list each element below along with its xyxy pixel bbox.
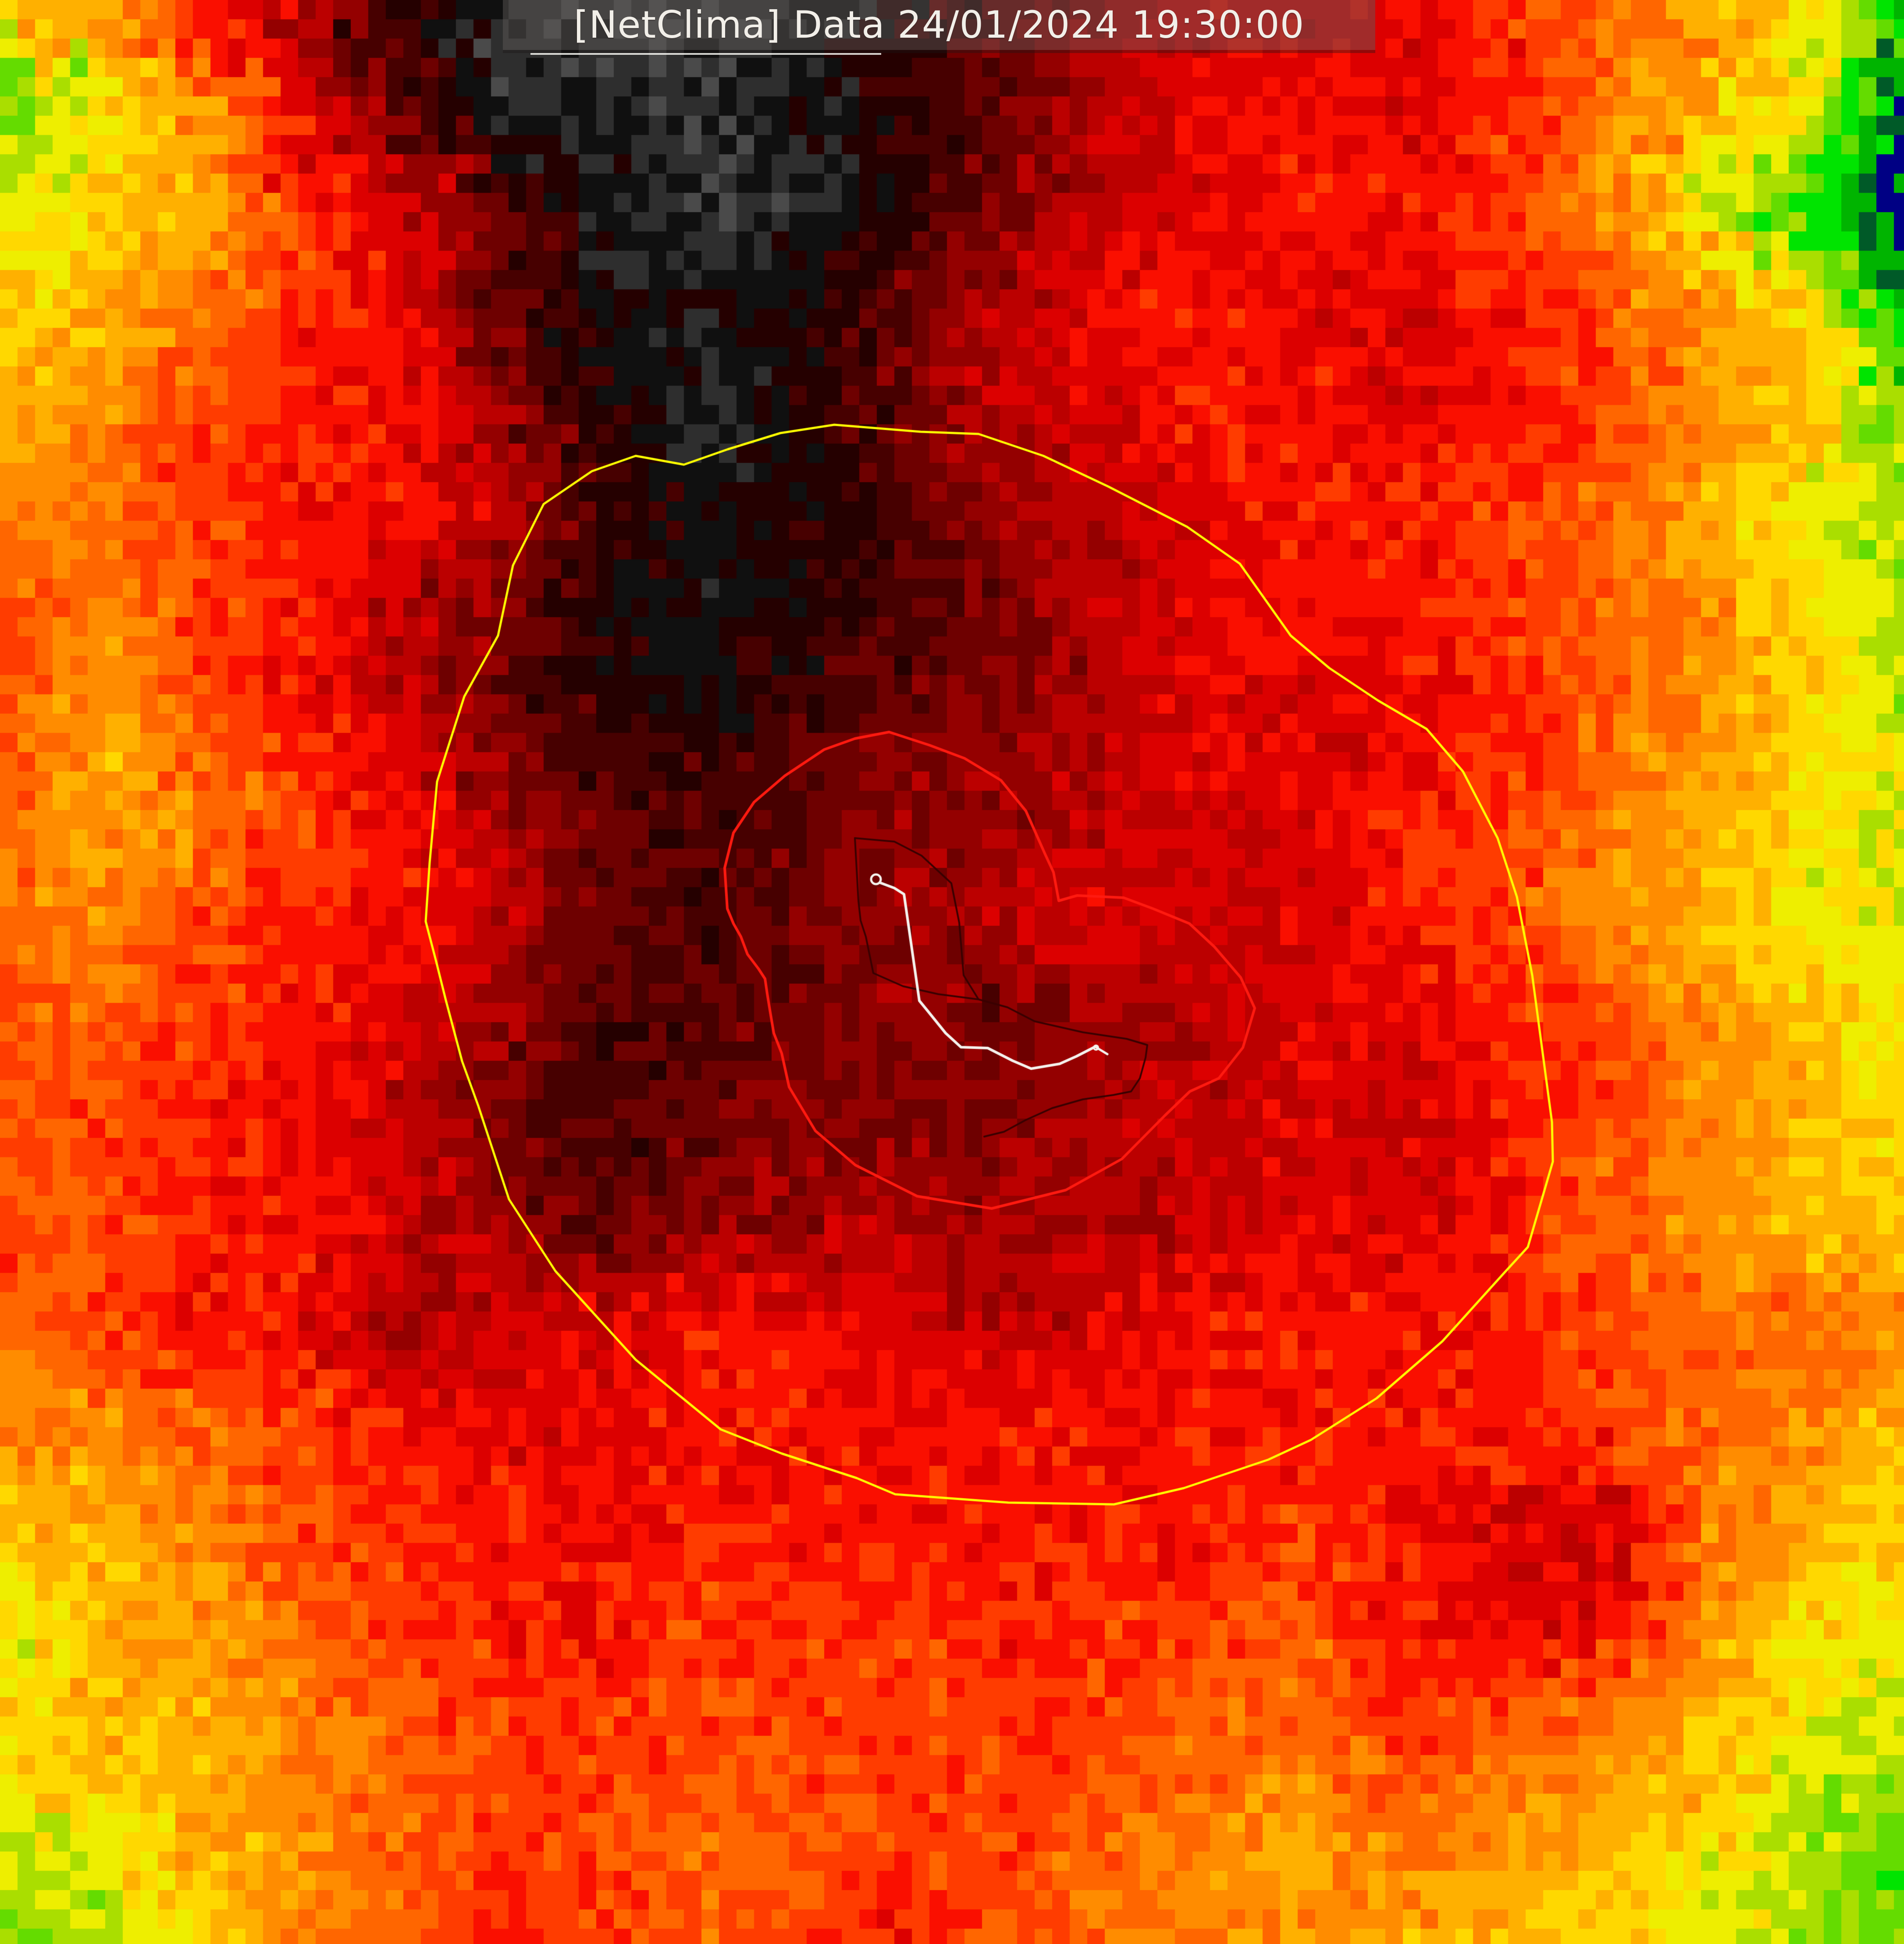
map-title-text: [NetClima] Data 24/01/2024 19:30:00 [573, 3, 1305, 47]
title-underline [530, 53, 881, 55]
title-overlay-bar: [NetClima] Data 24/01/2024 19:30:00 [503, 0, 1375, 50]
